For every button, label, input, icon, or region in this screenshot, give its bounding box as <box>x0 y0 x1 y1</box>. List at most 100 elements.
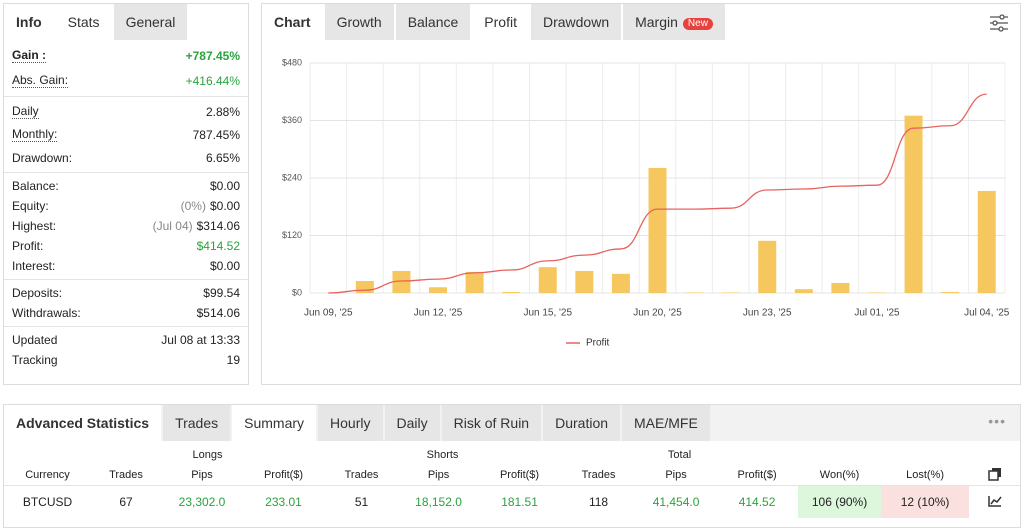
bar <box>758 240 777 293</box>
stat-value-wrap: 2.88% <box>206 105 240 119</box>
tab[interactable]: Risk of Ruin <box>441 405 542 441</box>
stat-row: Interest: $0.00 <box>12 256 240 276</box>
chart-icon[interactable] <box>987 495 1002 507</box>
table-cell: 41,454.0 <box>636 485 717 518</box>
x-tick-label: Jul 01, '25 <box>854 308 900 319</box>
table-cell: 118 <box>561 485 637 518</box>
stat-value: $314.06 <box>196 219 240 233</box>
stat-value-wrap: $99.54 <box>203 286 240 300</box>
column-header: Pips <box>665 469 687 481</box>
data-row: BTCUSD 67 23,302.0 233.01 51 18,152.0 181.51 11… <box>4 485 1021 518</box>
y-tick-label: $120 <box>282 230 302 240</box>
chart-tabs: Chart Growth Balance Profit Drawdown Mar… <box>262 4 1020 40</box>
table-cell: 414.52 <box>716 485 799 518</box>
tab[interactable]: Hourly <box>318 405 383 441</box>
bar <box>502 292 521 293</box>
x-tick-label: Jun 09, '25 <box>304 308 353 319</box>
bar <box>355 281 374 293</box>
x-tick-label: Jun 23, '25 <box>743 308 792 319</box>
bar <box>392 270 411 293</box>
group-header: Longs <box>192 449 223 461</box>
stat-value-wrap: (0%) $0.00 <box>181 199 240 213</box>
tab[interactable]: Growth <box>324 4 394 40</box>
column-header: Trades <box>109 469 143 481</box>
bar <box>429 287 448 293</box>
bar <box>465 271 484 293</box>
chart-icon <box>969 485 1021 518</box>
tab[interactable]: Drawdown <box>530 4 622 40</box>
x-tick-label: Jun 15, '25 <box>523 308 572 319</box>
bar <box>831 282 850 293</box>
stat-value: 6.65% <box>205 150 240 165</box>
stat-label: Drawdown: <box>12 150 73 165</box>
group-header: Total <box>667 449 692 461</box>
group-header-row: Longs Shorts Total <box>4 445 1020 465</box>
y-tick-label: $360 <box>282 115 302 125</box>
copy-icon <box>969 465 1020 486</box>
tab[interactable]: Profit <box>472 4 529 40</box>
line <box>328 93 987 294</box>
tab[interactable]: General <box>113 4 188 40</box>
tab[interactable]: Summary <box>232 405 317 441</box>
tab[interactable]: Trades <box>163 405 231 441</box>
tab[interactable]: Chart <box>262 4 323 40</box>
y-tick-label: $480 <box>282 57 302 67</box>
stat-label: Highest: <box>12 219 57 233</box>
info-tabs: Info Stats General <box>4 4 248 40</box>
summary-table: Longs Shorts Total Currency Trades Pips Profit… <box>4 445 1021 518</box>
tab[interactable]: Margin New <box>623 4 725 40</box>
settings-icon[interactable] <box>989 13 1009 33</box>
tab[interactable]: Stats <box>55 4 112 40</box>
stat-row: Equity: (0%) $0.00 <box>12 196 240 216</box>
stat-row: Tracking 19 <box>12 350 240 370</box>
copy-icon[interactable] <box>987 467 1002 481</box>
tab[interactable]: Daily <box>384 405 440 441</box>
x-tick-label: Jul 04, '25 <box>964 308 1010 319</box>
tab-label: Margin <box>635 14 678 30</box>
stats-group: Gain : +787.45% Abs. Gain: +416.44% <box>4 40 248 97</box>
x-tick-label: Jun 12, '25 <box>414 308 463 319</box>
tab[interactable]: Duration <box>543 405 621 441</box>
column-header: Pips <box>427 469 450 481</box>
column-header: Currency <box>25 469 70 481</box>
column-header: Pips <box>191 469 213 481</box>
stat-row: Monthly: 787.45% <box>12 123 240 146</box>
table-cell: BTCUSD <box>4 485 91 518</box>
stat-value-wrap: $414.52 <box>197 239 240 253</box>
advanced-statistics: Advanced Statistics Trades Summary Hourly D… <box>3 404 1021 528</box>
stat-row: Profit: $414.52 <box>12 236 240 256</box>
badge: New <box>682 18 713 30</box>
stat-value-wrap: +416.44% <box>186 74 240 88</box>
stat-label: Gain : <box>12 48 47 63</box>
stats-group: Daily 2.88% Monthly: 787.45% Drawdown: 6.65% <box>4 97 248 173</box>
stat-label: Interest: <box>12 259 56 273</box>
column-header-row: Currency Trades Pips Profit($) Trades Pips Pro… <box>4 465 1020 486</box>
stats-group: Balance: $0.00 Equity: (0%) $0.00 Highest: (Ju… <box>4 173 248 280</box>
tab[interactable]: Info <box>4 4 54 40</box>
bar <box>611 273 630 293</box>
stat-value: $0.00 <box>209 259 240 273</box>
stat-value-wrap: 6.65% <box>206 151 240 165</box>
stat-value: 787.45% <box>192 127 240 142</box>
y-tick-label: $0 <box>292 287 302 297</box>
column-header: Profit($) <box>499 469 540 481</box>
stats-group: Updated Jul 08 at 13:33 Tracking 19 <box>4 327 248 373</box>
stat-row: Highest: (Jul 04) $314.06 <box>12 216 240 236</box>
stats-tabs: Advanced Statistics Trades Summary Hourly D… <box>4 405 1020 441</box>
stat-value-wrap: +787.45% <box>186 49 240 63</box>
more-icon[interactable]: ••• <box>988 413 1006 429</box>
stat-value-wrap: $0.00 <box>210 259 240 273</box>
stat-row: Balance: $0.00 <box>12 176 240 196</box>
tab[interactable]: Balance <box>395 4 471 40</box>
bar <box>977 190 996 293</box>
stat-label: Monthly: <box>12 127 58 142</box>
stat-label: Tracking <box>12 353 58 367</box>
chart-panel: Chart Growth Balance Profit Drawdown Mar… <box>261 3 1021 385</box>
tab[interactable]: MAE/MFE <box>622 405 710 441</box>
table-cell: 106 (90%) <box>798 485 882 518</box>
x-tick-label: Jun 20, '25 <box>633 308 682 319</box>
table-cell: 67 <box>91 485 161 518</box>
info-panel: Info Stats General Gain : +787.45% Abs. Ga… <box>3 3 249 385</box>
bar <box>648 167 667 293</box>
